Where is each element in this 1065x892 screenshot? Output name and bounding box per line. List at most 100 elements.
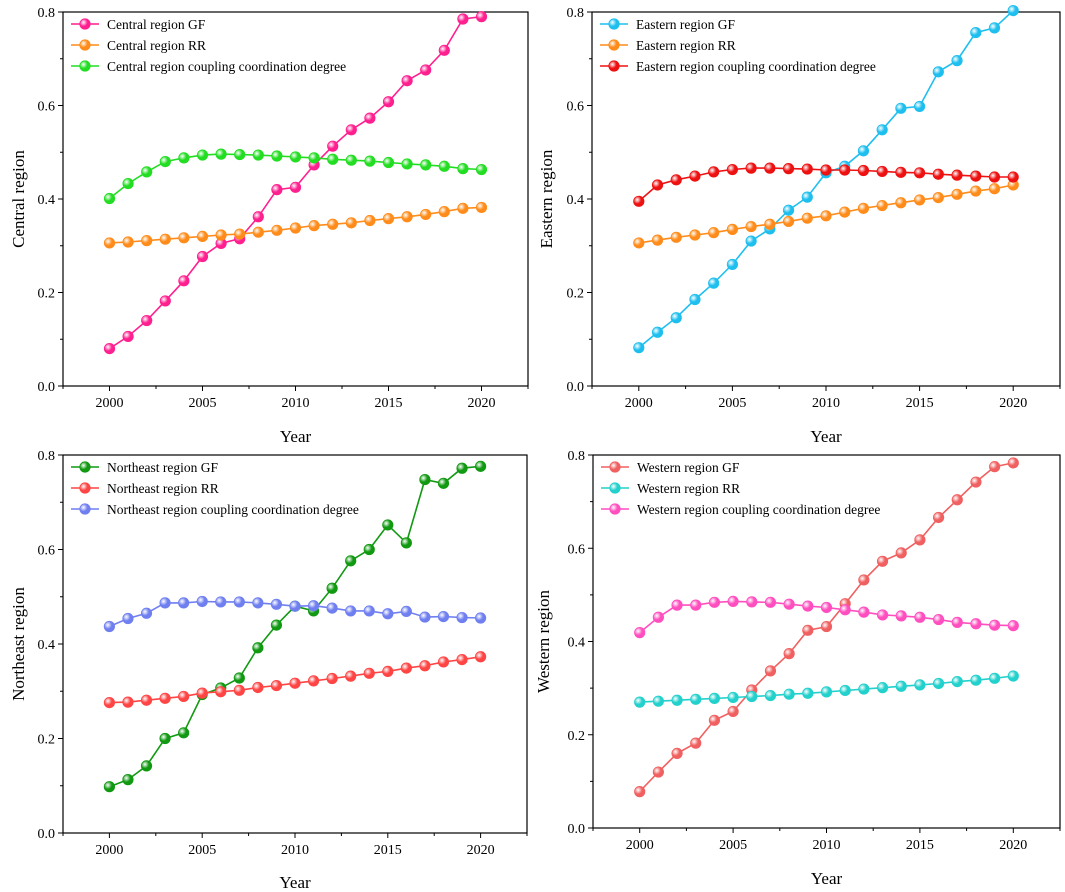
- data-point: [363, 605, 375, 617]
- data-point: [438, 206, 450, 218]
- data-point: [438, 160, 450, 172]
- data-point: [233, 684, 245, 696]
- data-point: [876, 199, 888, 212]
- y-axis-title: Northeast region: [9, 587, 28, 701]
- data-point: [970, 26, 982, 39]
- data-point: [103, 781, 116, 793]
- data-point: [671, 694, 683, 706]
- data-point: [308, 220, 320, 232]
- data-point: [820, 164, 832, 176]
- data-point: [178, 727, 190, 739]
- x-tick-label: 2005: [718, 396, 746, 411]
- data-point: [252, 211, 264, 223]
- data-point: [437, 610, 450, 623]
- data-point: [726, 163, 739, 176]
- data-point: [932, 191, 944, 204]
- data-point: [457, 13, 469, 25]
- data-point: [196, 687, 208, 699]
- data-point: [215, 229, 227, 241]
- series-rr: [103, 201, 488, 249]
- data-point: [122, 774, 134, 786]
- legend-marker: [79, 60, 91, 72]
- data-point: [783, 648, 795, 660]
- x-tick-label: 2005: [189, 396, 217, 411]
- data-point: [820, 601, 833, 614]
- legend-label: Western region GF: [637, 460, 740, 475]
- data-point: [345, 217, 357, 229]
- data-point: [689, 229, 701, 241]
- data-point: [233, 672, 245, 684]
- data-point: [456, 653, 468, 666]
- chart-panel-bottom-right: 2000 2005 2010 2015 2020 0.0 0.2 0.4 0.6 0.8 Year W…: [534, 449, 1061, 888]
- data-point: [271, 184, 283, 196]
- data-point: [1007, 620, 1019, 632]
- data-point: [708, 227, 720, 239]
- x-tick-label: 2015: [374, 843, 402, 858]
- data-point: [215, 596, 227, 608]
- data-point: [895, 197, 907, 209]
- legend-marker: [79, 482, 91, 494]
- data-point: [438, 44, 450, 56]
- data-point: [895, 547, 907, 559]
- data-point: [196, 230, 209, 242]
- data-point: [159, 597, 171, 609]
- data-point: [970, 674, 982, 686]
- y-tick-label: 0.2: [38, 287, 56, 302]
- data-point: [634, 786, 646, 798]
- data-point: [970, 476, 982, 488]
- x-tick-label: 2020: [468, 396, 496, 411]
- x-tick-label: 2000: [96, 396, 124, 411]
- data-point: [764, 596, 777, 608]
- y-tick-label: 0.2: [567, 287, 585, 302]
- data-point: [633, 195, 645, 207]
- data-point: [876, 165, 888, 178]
- data-point: [689, 170, 701, 182]
- data-point: [103, 342, 116, 355]
- x-tick-label: 2000: [626, 838, 654, 853]
- data-point: [122, 696, 134, 708]
- data-point: [326, 672, 338, 685]
- data-point: [122, 612, 134, 625]
- y-tick-label: 0.0: [38, 827, 56, 842]
- data-point: [326, 582, 338, 594]
- data-point: [690, 737, 702, 749]
- series-rr: [634, 670, 1019, 708]
- data-point: [364, 214, 376, 227]
- data-point: [475, 201, 488, 214]
- data-point: [345, 555, 357, 567]
- y-tick-label: 0.4: [38, 638, 56, 653]
- data-point: [140, 760, 153, 772]
- data-point: [932, 613, 945, 626]
- legend-label: Eastern region coupling coordination deg…: [636, 59, 876, 74]
- data-point: [270, 619, 283, 631]
- series-gf: [103, 11, 488, 355]
- legend-label: Northeast region RR: [107, 481, 219, 496]
- legend-label: Northeast region coupling coordination d…: [107, 502, 359, 517]
- data-point: [895, 102, 907, 114]
- data-point: [215, 148, 227, 160]
- data-point: [364, 155, 376, 167]
- y-tick-label: 0.2: [38, 733, 56, 748]
- data-point: [420, 64, 432, 76]
- legend-label: Eastern region RR: [636, 38, 736, 53]
- data-point: [271, 224, 283, 236]
- data-point: [419, 660, 431, 672]
- data-point: [400, 662, 412, 674]
- data-point: [327, 218, 339, 230]
- data-point: [745, 235, 757, 247]
- data-point: [634, 627, 646, 639]
- data-point: [652, 611, 664, 623]
- data-point: [419, 473, 431, 486]
- data-point: [382, 665, 394, 678]
- data-point: [782, 204, 795, 216]
- data-point: [103, 237, 116, 249]
- data-point: [103, 696, 116, 709]
- data-point: [196, 595, 208, 608]
- data-point: [876, 124, 888, 136]
- data-point: [820, 210, 832, 222]
- data-point: [914, 611, 926, 623]
- data-point: [801, 191, 813, 203]
- legend-label: Central region GF: [107, 17, 206, 32]
- legend: Central region GF Central region RR Centra…: [71, 17, 346, 74]
- series-coupling-coordination-degree: [103, 148, 488, 205]
